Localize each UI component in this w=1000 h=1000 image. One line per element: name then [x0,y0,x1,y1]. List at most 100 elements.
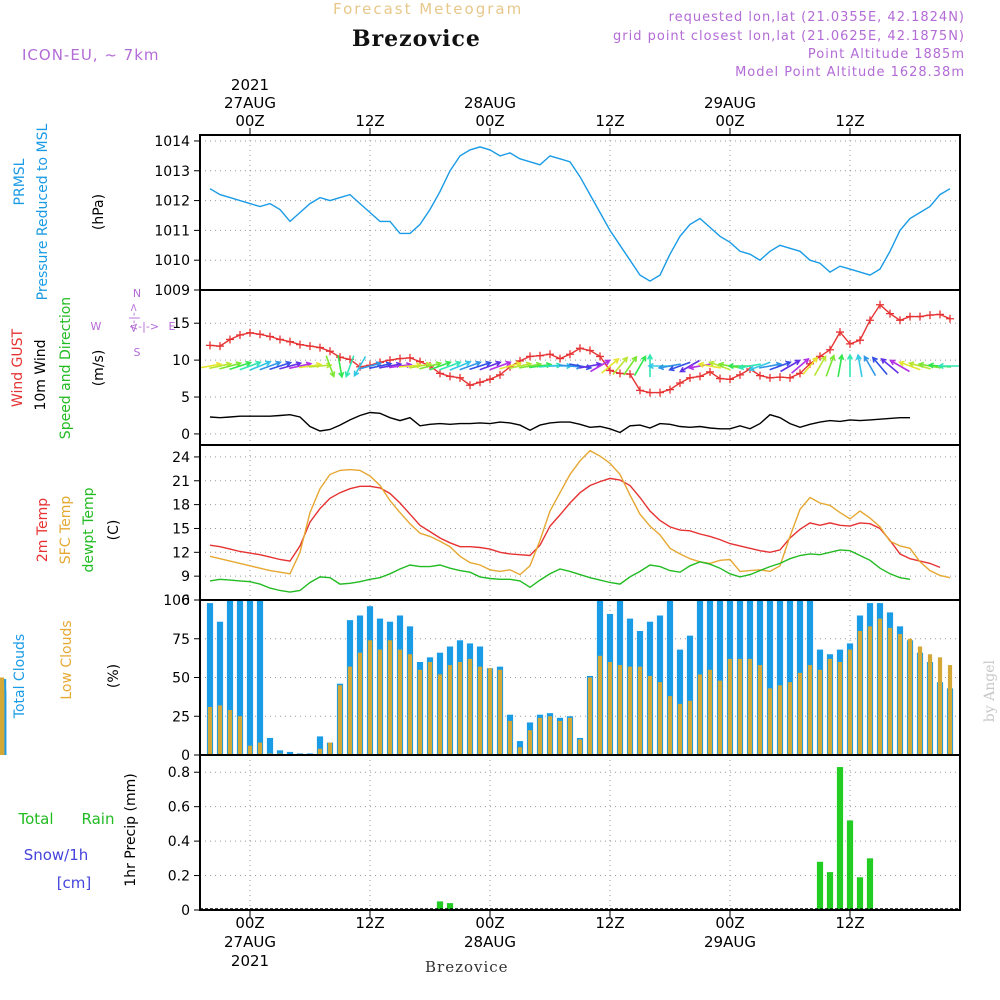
requested-coords: requested lon,lat (21.0355E, 42.1824N) [668,10,965,25]
precip-axis-label: 1hr Precip (mm) [123,773,139,886]
y-tick-label: 10 [172,353,190,369]
low-cloud-bar [757,665,763,755]
bottom-time-label: 00Z [235,914,264,932]
low-cloud-bar [547,716,553,755]
bottom-time-label: 2021 [231,952,269,970]
low-cloud-bar [707,669,713,755]
rain-bar [836,767,844,910]
total-cloud-bar [256,600,264,755]
y-tick-label: 5 [181,390,190,406]
wind-gust-marker [546,350,554,359]
compass-vertical-arrow: <-|-> [127,303,140,333]
wind-gust-marker [906,312,914,321]
top-time-label: 00Z [715,112,744,130]
y-tick-label: 1011 [154,223,190,239]
wind-direction-arrow [249,360,272,371]
wind-direction-arrow [337,355,345,379]
pressure-line [209,146,951,282]
location-title: Brezovice [352,26,481,52]
top-time-label: 00Z [475,112,504,130]
low-cloud-bar [567,717,573,755]
wind-gust-marker [296,340,304,349]
rain-label: Rain [82,810,115,828]
wind-direction-arrow [344,355,355,378]
low-cloud-bar [507,720,513,755]
meteogram-subtitle: Forecast Meteogram [333,0,524,18]
low-cloud-bar [397,649,403,755]
wind-direction-arrow [459,360,482,371]
low-cloud-bar [627,666,633,755]
total-cloud-bar [206,603,214,755]
y-tick-label: 0.4 [168,834,190,850]
wind-gust-marker [456,373,464,382]
wind-direction-arrow [219,361,243,370]
wind-direction-arrow [489,360,512,371]
top-time-label: 12Z [835,112,864,130]
wind-gust-marker [646,388,654,397]
wind-direction-arrow [612,356,629,376]
wind-gust-marker [726,375,734,384]
low-cloud-bar [247,745,253,755]
wind-gust-marker [596,352,604,361]
wind-gust-marker [236,331,244,340]
y-tick-label: 25 [172,709,190,725]
wind-direction-arrow [279,361,303,370]
bottom-time-label: 12Z [835,914,864,932]
wind-gust-marker [676,379,684,387]
wind-gust-marker [756,371,764,380]
y-tick-label: 75 [172,632,190,648]
low-cloud-bar [357,652,363,755]
total-cloud-bar [266,737,274,755]
low-cloud-bar [497,669,503,755]
low-cloud-bar [947,665,953,755]
wind-gust-marker [536,351,544,360]
wind-gust-marker [306,342,314,351]
wind-gust-marker [446,372,454,381]
wind-direction-arrow [791,357,810,374]
wind-direction-arrow [889,359,910,373]
temp-sfc-label: SFC Temp [58,496,74,565]
total-cloud-bar [686,635,694,755]
low-cloud-bar [417,669,423,755]
compass-w: W [91,320,102,333]
wind-gust-marker [826,345,834,354]
low-cloud-bar [347,666,353,755]
low-cloud-bar [257,742,263,755]
wind-gust-marker [246,328,254,337]
rain-bar [446,903,454,910]
bottom-time-label: 12Z [595,914,624,932]
low-clouds-label: Low Clouds [59,620,75,699]
wind-gust-marker [266,332,274,341]
y-tick-label: 15 [172,316,190,332]
low-cloud-bar [657,682,663,755]
y-tick-label: 1009 [154,283,190,299]
wind-direction-arrow [907,361,931,370]
compass-arrow: <-|-> [129,320,159,333]
low-cloud-bar [647,675,653,755]
low-cloud-bar [677,703,683,755]
low-cloud-bar [337,685,343,755]
bottom-time-label: 27AUG [224,933,276,951]
wind-gust-marker [276,335,284,344]
wind-gust-marker [226,335,234,344]
wind-gust-marker [786,373,794,382]
wind-gust-marker [326,347,334,356]
compass-n: N [133,287,141,300]
y-tick-label: 0 [181,903,190,919]
model-name: ICON-EU, ~ 7km [22,46,160,64]
y-tick-label: 0.6 [168,800,190,816]
wind-direction-arrow [499,361,523,370]
wind-gust-marker [286,337,294,346]
wind-gust-marker [926,311,934,320]
total-clouds-label: Total Clouds [12,634,28,719]
wind-direction-arrow [668,361,691,372]
low-cloud-bar [527,730,533,755]
wind-gust-marker [876,300,884,309]
total-label: Total [17,810,53,828]
temp-2m-line [209,477,941,569]
low-cloud-bar [217,705,223,755]
low-cloud-bar [637,666,643,755]
wind-direction-arrow [359,361,383,370]
wind-gust-marker [636,386,644,395]
total-cloud-bar [676,649,684,755]
